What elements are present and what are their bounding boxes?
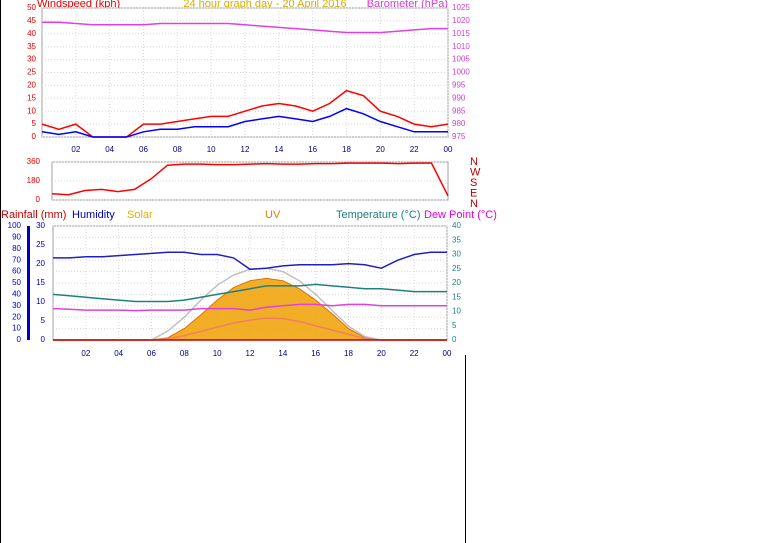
x-tick-label: 16: [311, 349, 320, 358]
y3-tick-label: 0: [41, 335, 46, 344]
y3-tick-label: 5: [41, 316, 46, 325]
y3-tick-label: 10: [36, 297, 45, 306]
y-tick-label: 80: [12, 244, 21, 253]
y-tick-label: 90: [12, 233, 21, 242]
y-tick-label: 0: [36, 195, 41, 204]
x-tick-label: 04: [105, 145, 114, 154]
y-tick-label: 0: [17, 335, 22, 344]
x-tick-label: 00: [444, 145, 453, 154]
x-tick-label: 20: [377, 349, 386, 358]
y2-tick-label: 995: [452, 81, 466, 90]
y-tick-label: 35: [27, 42, 36, 51]
y-tick-label: 0: [32, 132, 37, 141]
line: [41, 107, 448, 138]
direction-label: E: [470, 187, 477, 199]
y2-tick-label: 30: [452, 250, 461, 259]
axis-bar: [27, 226, 30, 340]
y3-tick-label: 25: [36, 240, 45, 249]
x-tick-label: 08: [173, 145, 182, 154]
x-tick-label: 10: [213, 349, 222, 358]
x-tick-label: 14: [274, 145, 283, 154]
line: [53, 251, 447, 271]
x-tick-label: 02: [81, 349, 90, 358]
line: [42, 21, 448, 34]
x-tick-label: 18: [342, 145, 351, 154]
chart-title: 24 hour graph day - 20 April 2016: [183, 0, 346, 10]
x-tick-label: 14: [278, 349, 287, 358]
series-label: Humidity: [72, 209, 115, 221]
series-label: Dew Point (°C): [424, 209, 497, 221]
y-tick-label: 10: [27, 106, 36, 115]
x-tick-label: 12: [241, 145, 250, 154]
x-tick-label: 22: [410, 145, 419, 154]
x-tick-label: 16: [308, 145, 317, 154]
y-tick-label: 30: [27, 55, 36, 64]
x-tick-label: 18: [344, 349, 353, 358]
y2-tick-label: 1010: [452, 42, 470, 51]
x-tick-label: 06: [147, 349, 156, 358]
y-tick-label: 25: [27, 68, 36, 77]
line: [51, 162, 449, 197]
y3-tick-label: 30: [36, 221, 45, 230]
y-tick-label: 10: [12, 324, 21, 333]
direction-label: S: [470, 177, 477, 189]
x-tick-label: 08: [180, 349, 189, 358]
y-tick-label: 360: [27, 157, 41, 166]
y2-tick-label: 10: [452, 307, 461, 316]
y2-tick-label: 1015: [452, 29, 470, 38]
x-tick-label: 10: [207, 145, 216, 154]
y-tick-label: 45: [27, 16, 36, 25]
x-tick-label: 06: [139, 145, 148, 154]
series-label: Rainfall (mm): [1, 209, 66, 221]
y2-axis-label: Barometer (hPa): [367, 0, 448, 10]
y2-tick-label: 990: [452, 93, 466, 102]
y2-tick-label: 5: [452, 321, 457, 330]
x-tick-label: 04: [114, 349, 123, 358]
y2-tick-label: 985: [452, 106, 466, 115]
y2-tick-label: 0: [452, 335, 457, 344]
y3-tick-label: 20: [36, 259, 45, 268]
y2-tick-label: 15: [452, 292, 461, 301]
y-tick-label: 50: [12, 278, 21, 287]
x-tick-label: 12: [246, 349, 255, 358]
line: [52, 283, 447, 303]
y-tick-label: 180: [27, 176, 41, 185]
y-tick-label: 15: [27, 93, 36, 102]
x-tick-label: 22: [410, 349, 419, 358]
y2-tick-label: 25: [452, 264, 461, 273]
y-tick-label: 50: [27, 3, 36, 12]
y2-tick-label: 1005: [452, 55, 470, 64]
y2-tick-label: 1020: [452, 16, 470, 25]
y2-tick-label: 20: [452, 278, 461, 287]
y-tick-label: 5: [32, 119, 37, 128]
y2-tick-label: 980: [452, 119, 466, 128]
x-tick-label: 02: [71, 145, 80, 154]
series-label: UV: [265, 209, 281, 221]
x-tick-label: 00: [443, 349, 452, 358]
y-tick-label: 70: [12, 255, 21, 264]
y2-tick-label: 35: [452, 235, 461, 244]
y-tick-label: 20: [12, 312, 21, 321]
y-tick-label: 20: [27, 81, 36, 90]
y2-tick-label: 40: [452, 221, 461, 230]
line: [52, 303, 447, 312]
y2-tick-label: 1000: [452, 68, 470, 77]
y-tick-label: 100: [8, 221, 22, 230]
x-tick-label: 20: [376, 145, 385, 154]
direction-label: N: [470, 156, 478, 168]
y-tick-label: 30: [12, 301, 21, 310]
direction-label: N: [470, 198, 478, 210]
y2-tick-label: 1025: [452, 3, 470, 12]
y-tick-label: 40: [12, 290, 21, 299]
y-axis-label: Windspeed (kph): [37, 0, 120, 10]
y-tick-label: 60: [12, 267, 21, 276]
series-label: Temperature (°C): [336, 209, 420, 221]
y-tick-label: 40: [27, 29, 36, 38]
direction-label: W: [470, 166, 481, 178]
y2-tick-label: 975: [452, 132, 466, 141]
y3-tick-label: 15: [36, 278, 45, 287]
series-label: Solar: [127, 209, 153, 221]
